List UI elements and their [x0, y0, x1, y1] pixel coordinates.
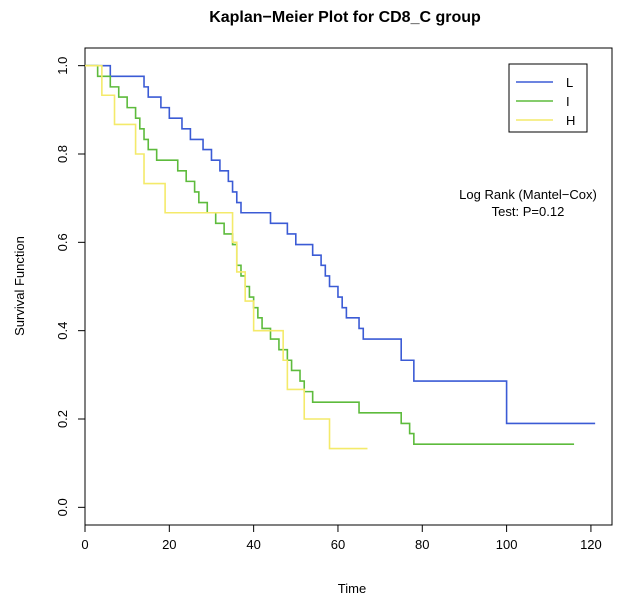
- legend-label-I: I: [566, 94, 570, 109]
- y-tick-label: 0.6: [55, 233, 70, 251]
- y-axis-label: Survival Function: [12, 236, 27, 336]
- logrank-annotation-line1: Log Rank (Mantel−Cox): [459, 187, 597, 202]
- y-tick-label: 0.2: [55, 410, 70, 428]
- legend-label-H: H: [566, 113, 575, 128]
- x-tick-label: 100: [496, 537, 518, 552]
- y-tick-label: 0.8: [55, 145, 70, 163]
- x-tick-label: 0: [81, 537, 88, 552]
- chart-title: Kaplan−Meier Plot for CD8_C group: [209, 9, 481, 26]
- survival-curves: [85, 64, 596, 450]
- x-axis: 0 20 40 60 80 100 120: [81, 525, 602, 552]
- series-line-L: [85, 64, 596, 425]
- x-tick-label: 60: [331, 537, 345, 552]
- legend: LIH: [508, 63, 588, 133]
- series-line-H: [85, 64, 368, 450]
- y-axis: 0.0 0.2 0.4 0.6 0.8 1.0: [55, 57, 85, 516]
- y-tick-label: 1.0: [55, 57, 70, 75]
- plot-frame: [84, 47, 613, 526]
- y-tick-label: 0.4: [55, 322, 70, 340]
- y-tick-label: 0.0: [55, 498, 70, 516]
- series-line-I: [85, 64, 575, 445]
- x-tick-label: 80: [415, 537, 429, 552]
- logrank-annotation-line2: Test: P=0.12: [492, 204, 565, 219]
- x-tick-label: 20: [162, 537, 176, 552]
- x-tick-label: 120: [580, 537, 602, 552]
- x-tick-label: 40: [246, 537, 260, 552]
- legend-label-L: L: [566, 75, 573, 90]
- x-axis-label: Time: [338, 581, 366, 596]
